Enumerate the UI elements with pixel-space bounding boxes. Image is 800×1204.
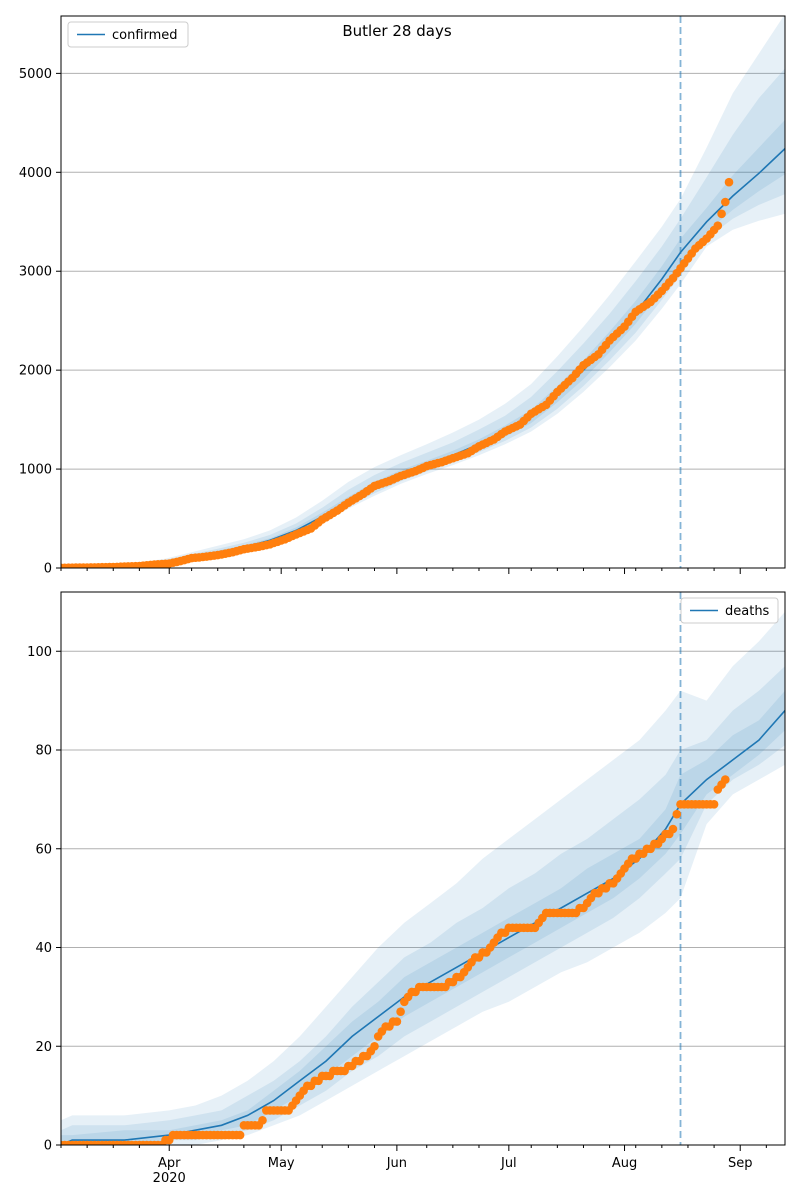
deaths-legend: deaths [680,597,779,624]
deaths-legend-box [680,597,779,624]
xtick-label: Aug [612,1156,637,1171]
confirmed-ytick-label: 5000 [19,67,52,82]
xtick-label: Jul [500,1156,517,1171]
deaths-observed-point [370,1042,379,1051]
confirmed-observed-point [713,221,723,230]
confirmed-panel: 0 1000 2000 3000 4000 5000 confirmed [19,15,786,577]
confirmed-ytick-label: 1000 [19,463,52,478]
chart-title: Butler 28 days [342,22,451,40]
deaths-ytick-label: 40 [35,941,52,956]
deaths-model-line [61,709,785,1145]
confirmed-observed-point [717,209,726,219]
confirmed-legend-box [67,21,189,48]
deaths-observed-point [258,1116,267,1125]
xtick-sublabel: 2020 [153,1171,186,1186]
deaths-observed-point [721,775,730,784]
confirmed-ytick-label: 3000 [19,265,52,280]
confirmed-legend-label: confirmed [112,28,178,43]
confirmed-plot-area [61,16,785,568]
confirmed-ytick-label: 2000 [19,364,52,379]
deaths-ytick-label: 60 [35,842,52,857]
deaths-ytick-label: 100 [27,645,52,660]
confirmed-axes-frame [60,15,786,569]
deaths-observed-point [396,1007,405,1016]
confirmed-ytick-label: 4000 [19,166,52,181]
deaths-ytick-label: 80 [35,744,52,759]
confirmed-uncertainty-band-2 [61,68,785,568]
xtick-label: Jun [386,1156,407,1171]
deaths-observed-point [668,824,678,834]
xtick-label: Apr [158,1156,181,1171]
deaths-observed-point [709,800,719,809]
deaths-axes-frame [60,591,786,1146]
deaths-ytick-label: 20 [35,1040,52,1055]
confirmed-observed-point [721,197,730,207]
deaths-plot-area [61,592,785,1145]
deaths-observed-point [672,809,682,819]
xtick-label: Sep [728,1156,753,1171]
deaths-uncertainty-band-1 [61,611,785,1145]
xtick-label: May [268,1156,295,1171]
deaths-observed-point [392,1017,402,1026]
confirmed-legend: confirmed [67,21,189,48]
confirmed-ytick-label: 0 [44,562,52,577]
deaths-legend-label: deaths [725,604,770,619]
confirmed-uncertainty-band-3 [61,119,785,568]
deaths-ytick-label: 0 [44,1139,52,1154]
deaths-observed-point [235,1130,245,1140]
confirmed-uncertainty-band-1 [61,16,785,568]
confirmed-observed-point [724,177,734,187]
